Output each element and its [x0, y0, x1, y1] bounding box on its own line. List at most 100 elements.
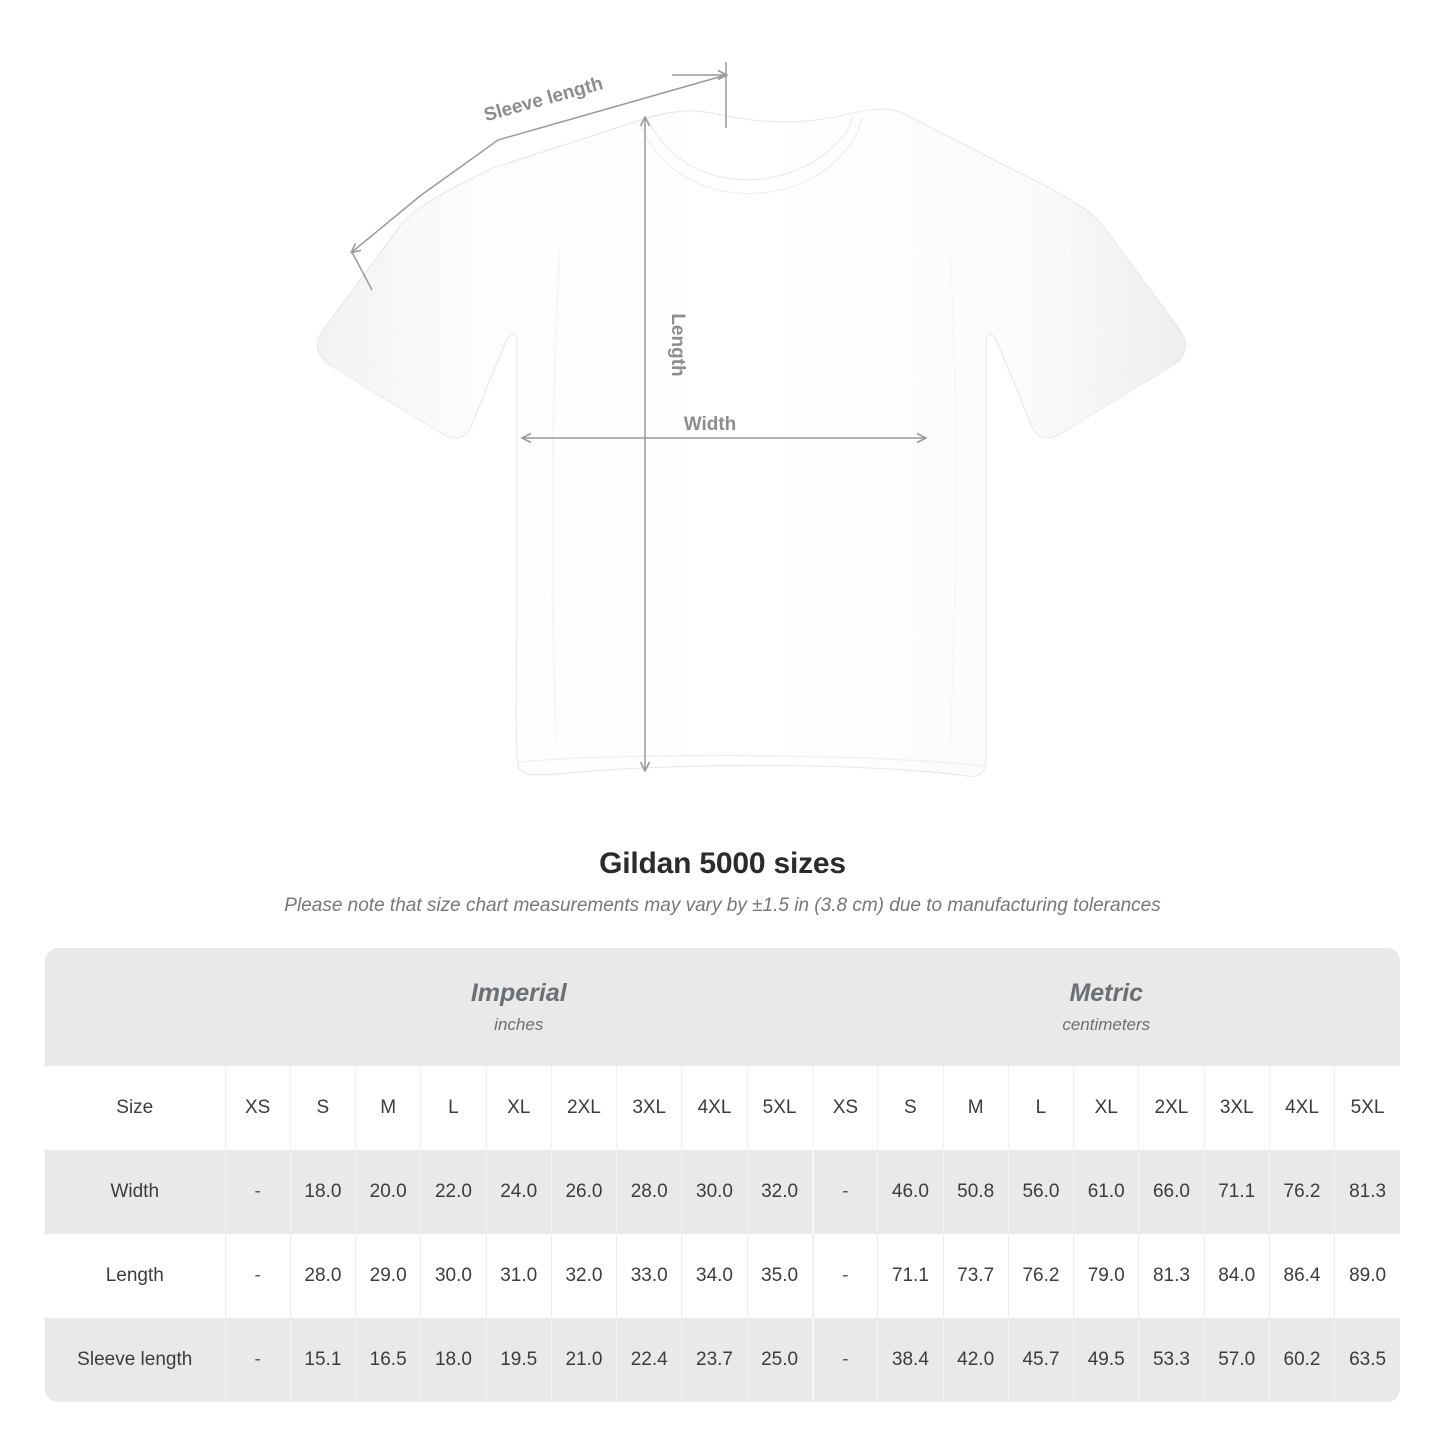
measurement-annotations — [352, 62, 925, 770]
table-cell: 35.0 — [746, 1234, 813, 1318]
unit-name: Metric — [1069, 978, 1144, 1007]
length-label: Length — [667, 313, 688, 376]
table-row: Sleeve length - 15.1 16.5 18.0 19.5 21.0 22.4 23… — [45, 1318, 1401, 1402]
empty-value: - — [842, 1349, 849, 1370]
empty-value: - — [254, 1265, 261, 1286]
size-header-cell: S — [877, 1066, 944, 1150]
size-header-cell: M — [355, 1066, 421, 1150]
empty-value: - — [254, 1349, 261, 1370]
table-cell: - — [224, 1234, 291, 1318]
size-header-cell: 3XL — [1203, 1066, 1270, 1150]
unit-subtitle: centimeters — [1062, 1014, 1151, 1034]
tshirt-garment — [316, 108, 1187, 777]
row-label: Width — [110, 1181, 160, 1202]
table-row: Width - 18.0 20.0 22.0 24.0 26.0 28.0 30.0 32.0 - 4… — [45, 1150, 1401, 1234]
tshirt-diagram: Sleeve length Length Width — [316, 62, 1187, 777]
size-header-row: Size XS S M L XL 2XL 3XL 4XL 5XL XS S M L XL 2XL 3XL 4XL 5… — [45, 1066, 1401, 1150]
unit-subtitle: inches — [494, 1014, 544, 1034]
table-cell: 63.5 — [1334, 1318, 1401, 1402]
size-header-cell: 3XL — [616, 1066, 682, 1150]
table-cell: 79.0 — [1073, 1234, 1139, 1318]
table-cell: 53.3 — [1138, 1318, 1205, 1402]
size-header-cell: L — [420, 1066, 487, 1150]
table-cell: 32.0 — [746, 1150, 813, 1234]
table-cell: 86.4 — [1268, 1234, 1335, 1318]
table-cell: 38.4 — [877, 1318, 944, 1402]
table-cell: 22.4 — [616, 1318, 682, 1402]
table-cell: - — [811, 1150, 878, 1234]
table-cell: 66.0 — [1138, 1150, 1205, 1234]
table-cell: 89.0 — [1334, 1234, 1401, 1318]
sleeve-length-endcap — [351, 251, 373, 291]
table-cell: 81.3 — [1334, 1150, 1401, 1234]
page-title: Gildan 5000 sizes — [599, 847, 846, 880]
table-cell: 30.0 — [420, 1234, 487, 1318]
table-cell: 18.0 — [420, 1318, 487, 1402]
empty-value: - — [254, 1181, 261, 1202]
size-header-cell: 5XL — [746, 1066, 813, 1150]
table-cell: - — [224, 1150, 291, 1234]
row-label: Sleeve length — [77, 1349, 193, 1370]
unit-name: Imperial — [470, 978, 567, 1007]
table-cell: 21.0 — [550, 1318, 617, 1402]
size-header-cell: 2XL — [1138, 1066, 1205, 1150]
table-cell: 16.5 — [355, 1318, 421, 1402]
table-cell: 76.2 — [1268, 1150, 1335, 1234]
table-cell: - — [224, 1318, 291, 1402]
table-cell: 32.0 — [550, 1234, 617, 1318]
table-cell: 26.0 — [550, 1150, 617, 1234]
table-cell: - — [811, 1234, 878, 1318]
table-cell: 23.7 — [681, 1318, 748, 1402]
table-cell: 42.0 — [942, 1318, 1009, 1402]
table-cell: 20.0 — [355, 1150, 421, 1234]
table-cell: 25.0 — [746, 1318, 813, 1402]
table-cell: 34.0 — [681, 1234, 748, 1318]
table-cell: 24.0 — [485, 1150, 552, 1234]
tolerance-note: Please note that size chart measurements… — [284, 895, 1161, 916]
empty-value: - — [842, 1181, 849, 1202]
table-cell: 46.0 — [877, 1150, 944, 1234]
sleeve-length-arrow — [352, 74, 727, 252]
unit-band-row: Imperial inches Metric centimeters — [45, 948, 1401, 1066]
table-cell: 29.0 — [355, 1234, 421, 1318]
table-cell: 71.1 — [877, 1234, 944, 1318]
table-cell: 56.0 — [1007, 1150, 1074, 1234]
unit-band-metric: Metric centimeters — [813, 948, 1401, 1066]
table-cell: 57.0 — [1203, 1318, 1270, 1402]
size-header-cell: 5XL — [1334, 1066, 1401, 1150]
empty-value: - — [842, 1265, 849, 1286]
size-header-cell: XS — [811, 1066, 878, 1150]
table-cell: 28.0 — [289, 1234, 356, 1318]
table-cell: 22.0 — [420, 1150, 487, 1234]
row-label: Length — [105, 1265, 164, 1286]
unit-band-spacer — [45, 948, 225, 1066]
size-header-cell: XS — [224, 1066, 291, 1150]
table-cell: 81.3 — [1138, 1234, 1205, 1318]
size-chart-table: Imperial inches Metric centimeters Size XS S M L… — [45, 948, 1401, 1402]
size-header-cell: 2XL — [550, 1066, 617, 1150]
table-row: Length - 28.0 29.0 30.0 31.0 32.0 33.0 34.0 35.0 -… — [45, 1234, 1401, 1318]
table-cell: 31.0 — [485, 1234, 552, 1318]
size-header-cell: XL — [485, 1066, 552, 1150]
width-label: Width — [684, 414, 737, 435]
table-cell: - — [811, 1318, 878, 1402]
size-header-cell: L — [1007, 1066, 1074, 1150]
table-cell: 18.0 — [289, 1150, 356, 1234]
size-header-cell: 4XL — [1268, 1066, 1335, 1150]
table-cell: 84.0 — [1203, 1234, 1270, 1318]
table-cell: 73.7 — [942, 1234, 1009, 1318]
table-cell: 61.0 — [1073, 1150, 1139, 1234]
size-header-label: Size — [116, 1097, 154, 1118]
table-cell: 71.1 — [1203, 1150, 1270, 1234]
size-header-cell: XL — [1073, 1066, 1139, 1150]
table-cell: 28.0 — [616, 1150, 682, 1234]
table-cell: 50.8 — [942, 1150, 1009, 1234]
size-header-cell: M — [942, 1066, 1009, 1150]
size-header-cell: 4XL — [681, 1066, 748, 1150]
table-cell: 15.1 — [289, 1318, 356, 1402]
table-cell: 33.0 — [616, 1234, 682, 1318]
table-cell: 45.7 — [1007, 1318, 1074, 1402]
table-cell: 76.2 — [1007, 1234, 1074, 1318]
table-cell: 19.5 — [485, 1318, 552, 1402]
table-cell: 49.5 — [1073, 1318, 1139, 1402]
